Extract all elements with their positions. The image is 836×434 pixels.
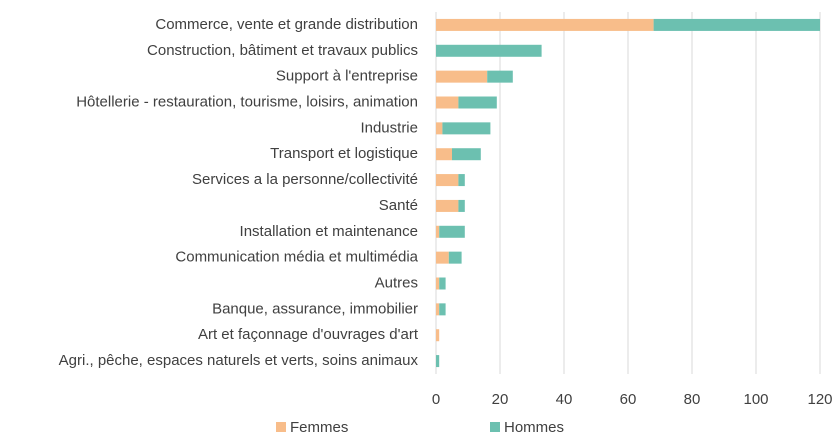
bar [436, 355, 440, 368]
bar [436, 277, 440, 290]
bar [442, 122, 491, 135]
bar [439, 303, 446, 316]
y-tick-label: Transport et logistique [270, 145, 418, 162]
x-tick-label: 120 [807, 391, 832, 408]
legend-swatch [276, 422, 286, 432]
y-tick-label: Communication média et multimédia [175, 249, 418, 266]
x-tick-label: 60 [620, 391, 637, 408]
bar [653, 18, 820, 31]
y-tick-label: Industrie [360, 119, 418, 136]
y-tick-label: Hôtellerie - restauration, tourisme, loi… [76, 93, 418, 110]
bar [436, 148, 452, 161]
x-tick-label: 0 [432, 391, 440, 408]
bar [452, 148, 481, 161]
legend-label: Hommes [504, 419, 564, 434]
y-tick-label: Support à l'entreprise [276, 68, 418, 85]
y-tick-label: Installation et maintenance [240, 223, 418, 240]
bar [448, 251, 462, 264]
y-tick-label: Banque, assurance, immobilier [212, 300, 418, 317]
bar [458, 174, 465, 187]
bar [439, 225, 465, 238]
bar [436, 199, 459, 212]
x-tick-label: 100 [743, 391, 768, 408]
legend-label: Femmes [290, 419, 348, 434]
bar [436, 70, 488, 83]
bar [436, 44, 542, 57]
y-tick-label: Santé [379, 197, 418, 214]
x-tick-label: 20 [492, 391, 509, 408]
y-tick-label: Services a la personne/collectivité [192, 171, 418, 188]
bar [436, 96, 459, 109]
legend-swatch [490, 422, 500, 432]
bar [436, 174, 459, 187]
bar [436, 225, 440, 238]
bar [439, 277, 446, 290]
y-tick-label: Autres [375, 274, 418, 291]
bar [436, 122, 443, 135]
y-tick-label: Commerce, vente et grande distribution [155, 16, 418, 33]
x-tick-label: 40 [556, 391, 573, 408]
y-tick-label: Construction, bâtiment et travaux public… [147, 42, 418, 59]
bar [458, 96, 497, 109]
bar [487, 70, 513, 83]
x-tick-label: 80 [684, 391, 701, 408]
bar [436, 18, 654, 31]
bar [436, 251, 449, 264]
bar [458, 199, 465, 212]
y-tick-label: Art et façonnage d'ouvrages d'art [198, 326, 419, 343]
y-tick-label: Agri., pêche, espaces naturels et verts,… [59, 352, 419, 369]
bar [436, 303, 440, 316]
bar [436, 329, 440, 342]
